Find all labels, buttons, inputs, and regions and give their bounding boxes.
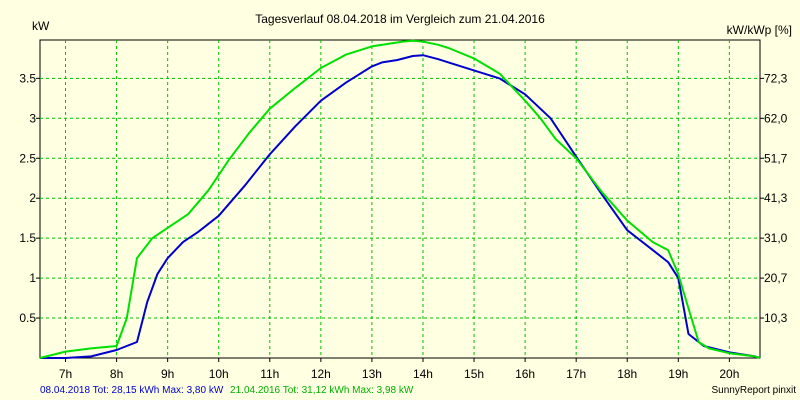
x-tick-label-0: 7h	[59, 367, 72, 381]
y-tick-label-left-6: 3.5	[19, 71, 36, 85]
x-tick-label-9: 16h	[515, 367, 535, 381]
y-tick-label-right-1: 20,7	[764, 271, 788, 285]
y-tick-label-right-0: 10,3	[764, 311, 788, 325]
x-tick-label-1: 8h	[110, 367, 123, 381]
y-tick-label-right-6: 72,3	[764, 71, 788, 85]
chart-title: Tagesverlauf 08.04.2018 im Vergleich zum…	[255, 12, 545, 26]
y-tick-label-right-3: 41,3	[764, 191, 788, 205]
y-tick-labels-left: 0.5 1 1.5 2 2.5 3 3.5	[19, 71, 36, 325]
x-tick-label-3: 10h	[209, 367, 229, 381]
y-tick-label-left-3: 2	[29, 191, 36, 205]
x-tick-label-6: 13h	[362, 367, 382, 381]
x-tick-label-5: 12h	[311, 367, 331, 381]
x-tick-label-10: 17h	[566, 367, 586, 381]
legend-entry-series-1: 08.04.2018 Tot: 28,15 kWh Max: 3,80 kW	[40, 385, 224, 396]
x-tick-label-13: 20h	[719, 367, 739, 381]
x-tick-label-8: 15h	[464, 367, 484, 381]
y-axis-left-label: kW	[32, 19, 50, 33]
x-tick-label-12: 19h	[668, 367, 688, 381]
y-tick-labels-right: 10,3 20,7 31,0 41,3 51,7 62,0 72,3	[764, 71, 788, 325]
series-group	[39, 39, 761, 359]
series-line-1	[40, 54, 761, 359]
plot-area	[39, 39, 761, 359]
y-tick-label-left-1: 1	[29, 271, 36, 285]
y-tick-label-right-5: 62,0	[764, 111, 788, 125]
x-tick-label-2: 9h	[161, 367, 174, 381]
y-tick-label-right-2: 31,0	[764, 231, 788, 245]
legend-footer: 08.04.2018 Tot: 28,15 kWh Max: 3,80 kW 2…	[40, 385, 414, 396]
x-tick-label-4: 11h	[260, 367, 279, 381]
y-tick-label-left-5: 3	[29, 111, 36, 125]
x-tick-label-7: 14h	[413, 367, 433, 381]
legend-entry-series-2: 21.04.2016 Tot: 31,12 kWh Max: 3,98 kW	[230, 385, 414, 396]
y-tick-label-left-4: 2.5	[19, 151, 36, 165]
y-tick-label-left-0: 0.5	[19, 311, 36, 325]
y-tick-label-right-4: 51,7	[764, 151, 788, 165]
series-line-2	[39, 39, 761, 359]
y-axis-right-label: kW/kWp [%]	[727, 23, 792, 37]
grid	[36, 40, 764, 362]
y-tick-label-left-2: 1.5	[19, 231, 36, 245]
x-tick-label-11: 18h	[617, 367, 637, 381]
credit-text: SunnyReport pinxit	[712, 385, 797, 396]
x-tick-labels: 7h 8h 9h 10h 11h 12h 13h 14h 15h 16h 17h 18h 19h 20h	[59, 367, 740, 381]
